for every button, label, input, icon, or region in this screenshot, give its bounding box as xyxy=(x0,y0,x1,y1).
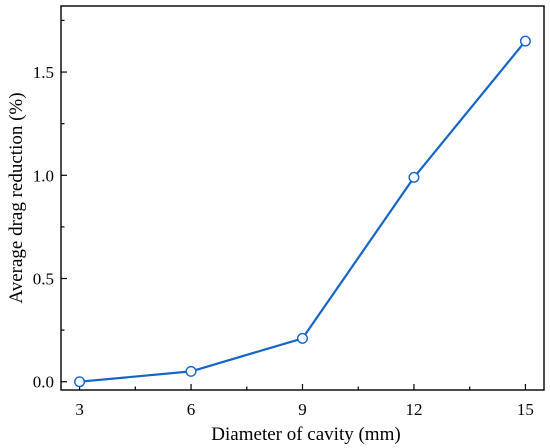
x-tick-label: 9 xyxy=(298,400,307,419)
data-point xyxy=(74,376,86,388)
y-tick-label: 0.5 xyxy=(33,270,54,289)
data-point xyxy=(519,35,531,47)
series-line xyxy=(79,40,527,383)
y-ticks: 0.0 0.5 1.0 1.5 xyxy=(33,19,67,392)
plot-frame xyxy=(60,5,545,391)
x-tick-label: 15 xyxy=(517,400,534,419)
y-axis-label: Average drag reduction (%) xyxy=(6,92,27,303)
x-tick-label: 6 xyxy=(187,400,196,419)
data-point xyxy=(297,332,309,344)
x-ticks: 3 6 9 12 15 xyxy=(75,384,534,419)
x-tick-label: 12 xyxy=(405,400,422,419)
y-tick-label: 1.5 xyxy=(33,63,54,82)
series-layer xyxy=(74,35,531,388)
data-point xyxy=(185,365,197,377)
x-tick-label: 3 xyxy=(75,400,84,419)
x-axis-label: Diameter of cavity (mm) xyxy=(211,424,400,445)
data-point xyxy=(408,171,420,183)
y-tick-label: 1.0 xyxy=(33,166,54,185)
y-tick-label: 0.0 xyxy=(33,373,54,392)
